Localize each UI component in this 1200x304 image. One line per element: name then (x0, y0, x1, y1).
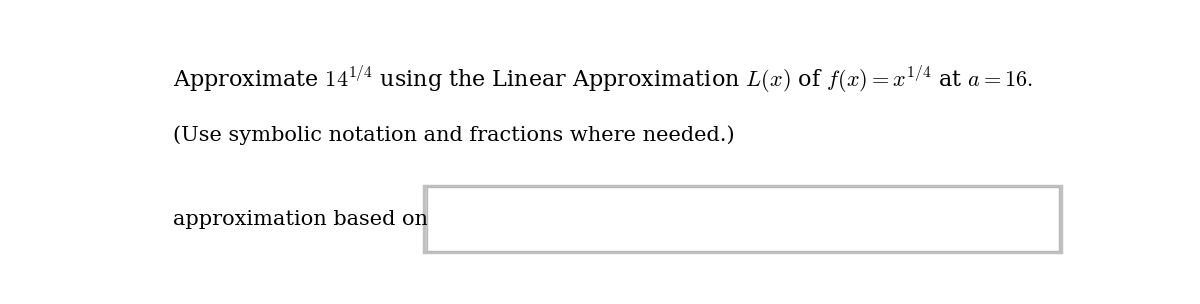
Text: (Use symbolic notation and fractions where needed.): (Use symbolic notation and fractions whe… (173, 126, 734, 145)
FancyBboxPatch shape (427, 187, 1058, 251)
Text: approximation based on linearization:: approximation based on linearization: (173, 209, 575, 229)
Text: Approximate $14^{1/4}$ using the Linear Approximation $L(x)$ of $f(x) = x^{1/4}$: Approximate $14^{1/4}$ using the Linear … (173, 64, 1033, 95)
FancyBboxPatch shape (425, 186, 1062, 252)
